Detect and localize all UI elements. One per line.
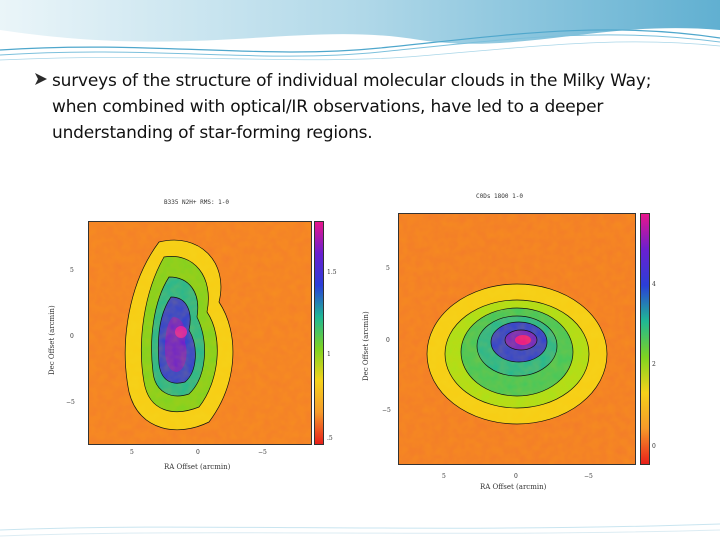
left-x-axis-label: RA Offset (arcmin) xyxy=(164,463,231,471)
right-colorbar xyxy=(640,213,650,465)
left-cbar-tick: .5 xyxy=(327,435,333,442)
right-figure-title: C0Ds 18O0 1-0 xyxy=(476,193,523,200)
left-y-axis-label: Dec Offset (arcmin) xyxy=(48,305,56,375)
right-cbar-tick: 2 xyxy=(652,361,656,368)
right-x-tick: 0 xyxy=(514,473,518,480)
right-cbar-tick: 4 xyxy=(652,281,656,288)
left-y-tick: 5 xyxy=(70,267,74,274)
left-y-tick: 0 xyxy=(70,333,74,340)
bullet-item: surveys of the structure of individual m… xyxy=(34,68,674,146)
left-x-tick: −5 xyxy=(258,449,267,456)
left-figure-title: B335 N2H+ RMS: 1-0 xyxy=(164,199,230,206)
left-figure-panel: B335 N2H+ RMS: 1-0 1.5 1 .5 5 0 − xyxy=(44,185,350,493)
left-x-tick: 0 xyxy=(196,449,200,456)
right-figure-panel: C0Ds 18O0 1-0 4 xyxy=(352,185,658,493)
right-y-axis-label: Dec Offset (arcmin) xyxy=(362,311,370,381)
right-x-tick: 5 xyxy=(442,473,446,480)
arrow-bullet-icon xyxy=(35,73,47,85)
left-intensity-map xyxy=(88,221,312,445)
footer-swoosh-decoration xyxy=(0,523,720,537)
left-colorbar xyxy=(314,221,324,445)
left-y-tick: −5 xyxy=(66,399,75,406)
right-y-tick: 0 xyxy=(386,337,390,344)
right-intensity-map xyxy=(398,213,636,465)
right-y-tick: −5 xyxy=(382,407,391,414)
right-x-axis-label: RA Offset (arcmin) xyxy=(480,483,547,491)
right-x-tick: −5 xyxy=(584,473,593,480)
left-cbar-tick: 1 xyxy=(327,351,331,358)
left-x-tick: 5 xyxy=(130,449,134,456)
bullet-text: surveys of the structure of individual m… xyxy=(52,71,652,143)
header-swoosh-decoration xyxy=(0,0,720,61)
left-cbar-tick: 1.5 xyxy=(327,269,337,276)
right-cbar-tick: 0 xyxy=(652,443,656,450)
right-y-tick: 5 xyxy=(386,265,390,272)
